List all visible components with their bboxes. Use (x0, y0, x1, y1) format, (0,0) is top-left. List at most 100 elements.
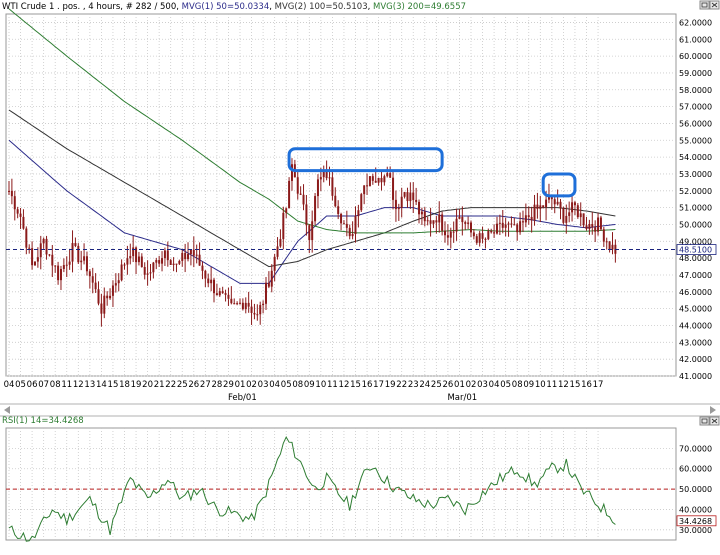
candle-body (204, 270, 207, 279)
time-tick-label: 08 (50, 380, 61, 390)
candle-body (331, 177, 334, 196)
candle-body (415, 199, 418, 202)
candle-body (273, 256, 276, 271)
candle-body (299, 193, 302, 195)
price-tick-label: 57.0000 (679, 103, 712, 112)
price-tick-label: 46.0000 (679, 288, 712, 297)
candle-body (403, 192, 406, 197)
time-tick-label: 09 (523, 380, 534, 390)
time-tick-label: 25 (177, 380, 188, 390)
price-tick-label: 48.0000 (679, 254, 712, 263)
last-price-marker (676, 244, 717, 255)
candle-body (282, 212, 285, 240)
candle-body (438, 214, 441, 223)
candle-body (143, 267, 146, 275)
rsi-line (8, 436, 616, 542)
candle-body (478, 233, 481, 243)
candle-body (455, 218, 458, 232)
time-tick-label: 12 (558, 380, 569, 390)
time-tick-label: 28 (211, 380, 222, 390)
candle-body (360, 194, 363, 211)
panel-close-icon[interactable] (709, 0, 720, 10)
candle-body (178, 260, 181, 264)
price-tick-label: 47.0000 (679, 271, 712, 280)
candle-body (247, 302, 250, 307)
candle-body (536, 204, 539, 209)
candle-body (227, 294, 230, 299)
rsi-close-icon[interactable] (709, 416, 720, 426)
candle-body (611, 244, 614, 250)
candle-body (345, 223, 348, 228)
time-tick-label: 10 (535, 380, 546, 390)
candle-body (591, 224, 594, 228)
candle-body (100, 303, 103, 314)
candle-body (504, 224, 507, 228)
candle-body (253, 312, 256, 315)
candle-body (181, 252, 184, 261)
candle-body (296, 177, 299, 194)
candle-body (374, 180, 377, 183)
candle-body (539, 205, 542, 209)
candle-body (386, 173, 389, 177)
time-tick-label: 24 (419, 380, 430, 390)
candle-body (441, 214, 444, 231)
candle-body (363, 185, 366, 195)
candle-body (513, 224, 516, 226)
candle-body (519, 221, 522, 233)
time-tick-label: 27 (200, 380, 211, 390)
candle-body (36, 257, 39, 262)
time-tick-label: 15 (570, 380, 581, 390)
candle-body (527, 215, 530, 217)
time-tick-label: 08 (512, 380, 523, 390)
price-tick-label: 62.0000 (679, 18, 712, 27)
candle-body (198, 254, 201, 266)
candle-body (516, 224, 519, 233)
time-tick-label: 06 (27, 380, 38, 390)
price-tick-label: 49.0000 (679, 237, 712, 246)
candle-body (426, 220, 429, 222)
candle-body (334, 195, 337, 207)
candle-body (213, 279, 216, 294)
candle-body (290, 164, 293, 181)
candle-body (215, 293, 218, 296)
candle-body (39, 243, 42, 258)
splitter-left-arrow-icon[interactable] (4, 406, 10, 414)
spike-highlight-box (541, 172, 577, 198)
candle-body (571, 202, 574, 213)
candle-body (207, 278, 210, 284)
candle-body (270, 270, 273, 287)
price-tick-label: 41.0000 (679, 372, 712, 381)
candle-body (103, 295, 106, 314)
panel-maximize-icon[interactable] (699, 0, 710, 10)
time-tick-label: 09 (304, 380, 315, 390)
candle-body (276, 246, 279, 257)
candle-body (470, 222, 472, 233)
candle-body (13, 196, 16, 210)
candle-body (487, 230, 490, 240)
candle-body (351, 234, 354, 237)
candle-body (594, 227, 597, 232)
rsi-last-label: 34.4268 (679, 517, 712, 526)
candle-body (88, 271, 91, 277)
price-tick-label: 56.0000 (679, 119, 712, 128)
price-tick-label: 50.0000 (679, 220, 712, 229)
splitter-right-arrow-icon[interactable] (710, 406, 716, 414)
candle-body (435, 220, 438, 223)
candle-body (57, 265, 60, 281)
time-tick-label: 16 (362, 380, 373, 390)
symbol-label: WTI Crude 1 . pos. , 4 hours, # 282 / 50… (2, 2, 182, 12)
rsi-maximize-icon[interactable] (699, 416, 710, 426)
time-tick-label: 02 (466, 380, 477, 390)
time-tick-label: 14 (96, 380, 107, 390)
candle-body (158, 260, 161, 264)
candle-body (406, 192, 409, 202)
candle-body (250, 306, 253, 313)
candle-body (117, 280, 120, 284)
annotations (287, 147, 577, 198)
candle-body (123, 264, 126, 266)
price-tick-label: 55.0000 (679, 136, 712, 145)
candle-body (51, 254, 54, 266)
candle-body (120, 264, 123, 281)
time-tick-label: 11 (61, 380, 72, 390)
